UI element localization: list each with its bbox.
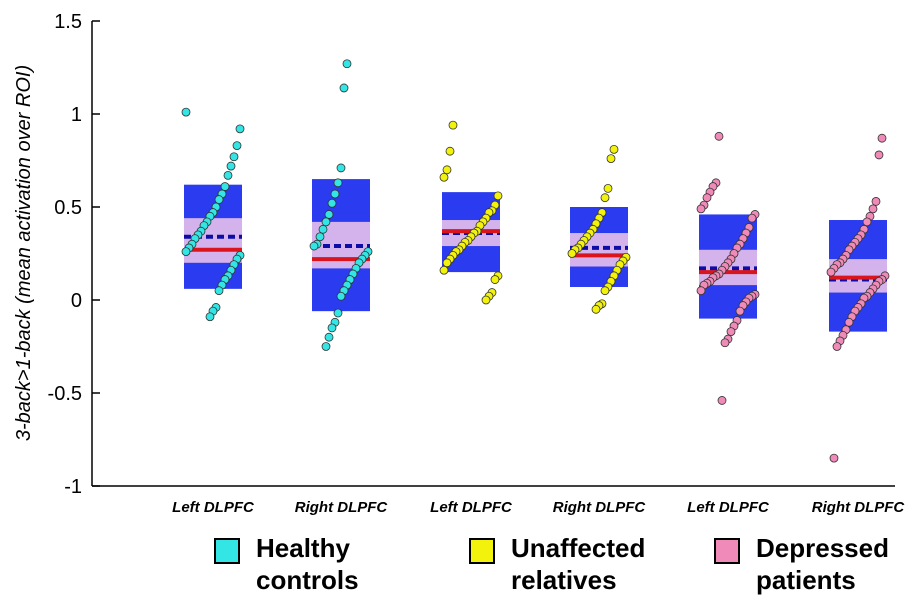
data-point: [330, 189, 340, 199]
y-tick-label: 1: [71, 104, 82, 126]
data-point: [309, 241, 319, 251]
data-point: [333, 178, 343, 188]
x-tick-label: Left DLPFC: [172, 499, 255, 516]
data-point: [603, 183, 613, 193]
data-point: [321, 217, 331, 227]
y-tick-label: 0.5: [54, 197, 82, 219]
data-point: [324, 332, 334, 342]
data-point: [702, 193, 712, 203]
data-point: [717, 396, 727, 405]
data-point: [324, 210, 334, 219]
data-point: [235, 124, 245, 134]
data-point: [439, 265, 449, 275]
data-point: [481, 295, 491, 305]
data-point: [315, 232, 325, 242]
data-point: [871, 197, 881, 206]
legend-item-unaffected-relatives: Unaffected relatives: [469, 532, 681, 596]
data-point: [342, 59, 352, 69]
data-point: [696, 204, 706, 214]
box-group: [309, 59, 373, 351]
data-point: [862, 217, 872, 227]
data-point: [445, 146, 455, 156]
data-point: [448, 120, 458, 130]
data-point: [339, 83, 349, 93]
data-point: [214, 195, 224, 204]
data-point: [874, 150, 884, 160]
y-axis-label: 3-back>1-back (mean activation over ROI): [13, 65, 35, 441]
legend-swatch-healthy-controls: [214, 538, 240, 564]
data-point: [321, 342, 331, 351]
x-tick-label: Right DLPFC: [553, 499, 647, 516]
box-group: [696, 131, 760, 405]
x-tick-labels: Left DLPFC Right DLPFC Left DLPFC Right DLP…: [172, 499, 905, 516]
data-point: [826, 267, 836, 277]
data-point: [220, 182, 230, 191]
data-point: [442, 165, 452, 175]
x-tick-label: Left DLPFC: [430, 499, 513, 516]
data-point: [844, 317, 854, 327]
x-tick-label: Right DLPFC: [812, 499, 906, 516]
data-point: [336, 163, 346, 173]
x-tick-label: Right DLPFC: [295, 499, 389, 516]
x-tick-label: Left DLPFC: [687, 499, 770, 516]
y-tick-label: 0: [71, 290, 82, 312]
data-point: [726, 327, 736, 337]
legend-item-healthy-controls: Healthy controls: [214, 532, 426, 596]
data-point: [720, 338, 730, 348]
data-point: [229, 152, 239, 162]
legend-label-line2: patients: [756, 565, 856, 595]
chart-plot: -1-0.500.511.5 Left DLPFC Right DLPFC Left…: [13, 11, 905, 516]
data-point: [868, 204, 878, 214]
data-point: [600, 286, 610, 296]
y-tick-label: -1: [64, 476, 82, 498]
legend-item-depressed-patients: Depressed patients: [714, 532, 910, 596]
legend-label-line1: Unaffected: [511, 533, 646, 563]
data-point: [318, 224, 328, 234]
data-point: [877, 133, 887, 143]
data-point: [714, 131, 724, 141]
data-point: [747, 213, 757, 223]
data-point: [336, 291, 346, 301]
legend-label-line1: Healthy: [256, 533, 350, 563]
data-point: [223, 170, 233, 180]
data-point: [205, 312, 215, 322]
data-point: [214, 286, 224, 296]
plot-area: [181, 59, 890, 463]
data-point: [606, 154, 616, 164]
data-point: [226, 161, 236, 171]
data-point: [232, 141, 242, 151]
box-group: [826, 133, 890, 463]
box-group: [567, 144, 631, 314]
legend: Healthy controls Unaffected relatives De…: [0, 532, 910, 600]
y-tick-label: 1.5: [54, 11, 82, 33]
data-point: [829, 453, 839, 463]
box-group: [181, 107, 245, 322]
data-point: [600, 193, 610, 203]
data-point: [442, 258, 452, 268]
data-point: [832, 342, 842, 351]
data-point: [181, 247, 191, 257]
data-point: [327, 198, 337, 208]
data-point: [327, 323, 337, 333]
data-point: [181, 107, 191, 117]
legend-label-line1: Depressed: [756, 533, 889, 563]
legend-label-line2: controls: [256, 565, 359, 595]
data-point: [696, 286, 706, 296]
data-point: [735, 306, 745, 316]
data-point: [333, 308, 343, 318]
data-point: [567, 249, 577, 258]
box-group: [439, 120, 503, 305]
y-tick-label: -0.5: [48, 383, 82, 405]
data-point: [591, 304, 601, 314]
data-point: [609, 144, 619, 154]
legend-swatch-unaffected-relatives: [469, 538, 495, 564]
legend-label-line2: relatives: [511, 565, 617, 595]
y-ticks: -1 -0.5 0 0.5 1 1.5: [48, 11, 100, 498]
data-point: [493, 191, 503, 201]
legend-swatch-depressed-patients: [714, 538, 740, 564]
data-point: [490, 275, 500, 284]
data-point: [439, 172, 449, 182]
